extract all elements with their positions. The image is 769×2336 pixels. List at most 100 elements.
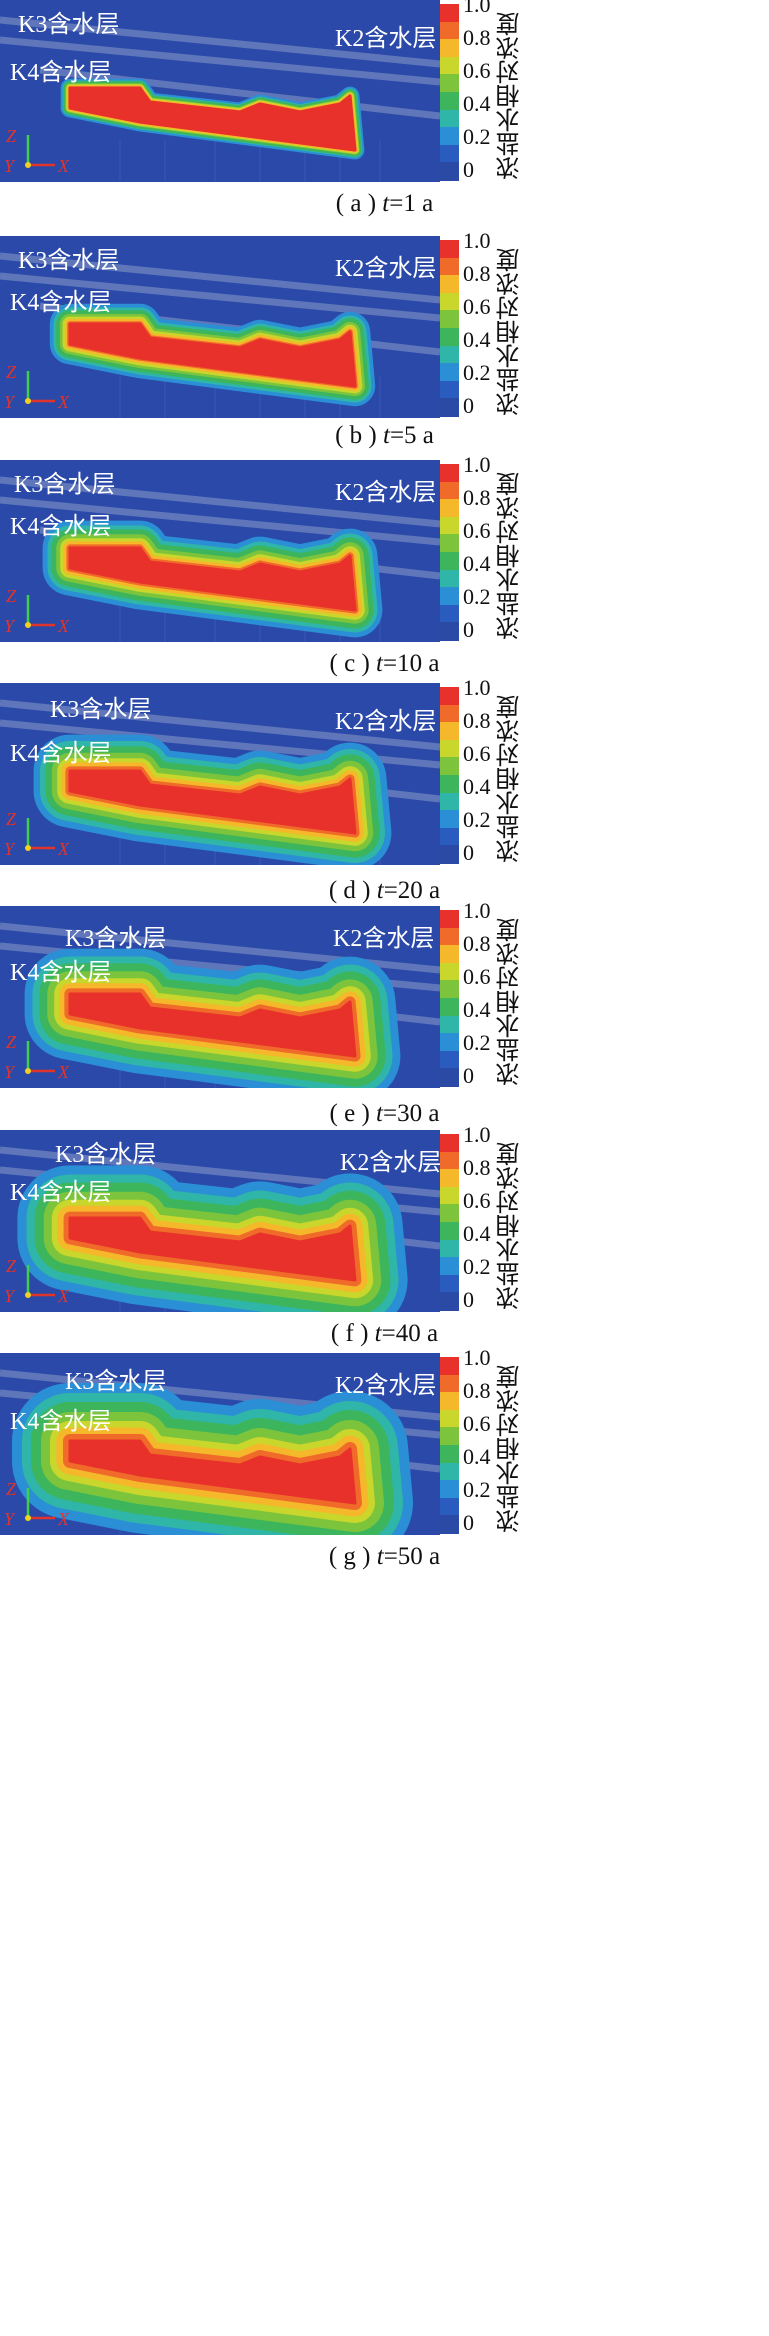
axis-y-label: Y xyxy=(4,156,16,176)
brine-plume xyxy=(12,1383,413,1535)
concentration-map: ZY X xyxy=(0,1353,441,1535)
axis-y-label: Y xyxy=(4,392,16,412)
color-bar-tick: 0.2 xyxy=(463,1477,491,1502)
color-bar-swatch xyxy=(440,363,459,382)
color-bar-swatch xyxy=(440,1239,459,1259)
color-bar-tick: 0.8 xyxy=(463,708,491,733)
color-bar-swatch xyxy=(440,980,459,999)
color-bar-swatch xyxy=(440,1374,459,1394)
caption-time-var: t xyxy=(382,190,390,217)
color-bar-label: 浓盐水相对浓度 xyxy=(496,1365,524,1533)
color-bar-swatch xyxy=(440,398,459,417)
color-bar-swatch xyxy=(440,481,459,501)
aquifer-bands xyxy=(0,16,441,120)
color-bar-tick: 0.2 xyxy=(463,807,491,832)
color-bar-swatch xyxy=(440,910,459,929)
color-bar-tick: 0.4 xyxy=(463,91,491,116)
color-bar-label: 浓盐水相对浓度 xyxy=(496,12,524,180)
color-bar-tick: 0.2 xyxy=(463,1030,491,1055)
color-bar-swatch xyxy=(440,1151,459,1171)
color-bar-swatch xyxy=(440,499,459,518)
panel-caption: ( e ) t=30 a xyxy=(0,1100,769,1128)
color-bar-swatch xyxy=(440,1257,459,1276)
caption-suffix: =1 a xyxy=(389,190,434,217)
aquifer-label-k3: K3含水层 xyxy=(18,12,120,38)
axis-triad: ZY X xyxy=(4,1479,70,1529)
color-bar-tick: 0.2 xyxy=(463,1254,491,1279)
panel-caption: ( f ) t=40 a xyxy=(0,1320,769,1348)
aquifer-label-k3: K3含水层 xyxy=(65,926,167,952)
axis-triad: ZY X xyxy=(4,1256,70,1306)
aquifer-label-k3: K3含水层 xyxy=(14,472,116,498)
color-bar-swatch xyxy=(440,380,459,400)
caption-suffix: =10 a xyxy=(383,650,440,677)
caption-suffix: =50 a xyxy=(383,1543,441,1570)
concentration-map: ZY X xyxy=(0,0,441,182)
color-bar-swatch xyxy=(440,552,459,571)
aquifer-label-k2: K2含水层 xyxy=(335,26,437,52)
color-bar-swatch xyxy=(440,1204,459,1223)
color-bar-swatch xyxy=(440,1186,459,1206)
axis-z-label: Z xyxy=(6,1032,17,1052)
axis-z-label: Z xyxy=(6,126,17,146)
axis-y-label: Y xyxy=(4,1062,16,1082)
axis-x-label: X xyxy=(57,1062,70,1082)
color-bar-tick: 0 xyxy=(463,1287,474,1312)
color-bar-tick: 0 xyxy=(463,1510,474,1535)
aquifer-label-k4: K4含水层 xyxy=(10,1409,112,1435)
panel-caption: ( d ) t=20 a xyxy=(0,877,769,905)
axis-y-label: Y xyxy=(4,839,16,859)
color-bar-swatch xyxy=(440,1033,459,1052)
color-bar-label: 浓盐水相对浓度 xyxy=(496,248,524,416)
brine-plume xyxy=(49,303,376,407)
color-bar-ticks: 1.0 0.8 0.6 0.4 0.2 0 xyxy=(463,452,503,652)
brine-plume xyxy=(17,1165,408,1312)
caption-time-var: t xyxy=(376,1100,383,1127)
color-bar-tick: 0.8 xyxy=(463,1155,491,1180)
color-bar-swatch xyxy=(440,1050,459,1070)
axis-z-label: Z xyxy=(6,809,17,829)
caption-prefix: ( b ) xyxy=(335,422,383,449)
aquifer-label-k4: K4含水层 xyxy=(10,514,112,540)
color-bar-tick: 1.0 xyxy=(463,0,491,17)
color-bar-tick: 1.0 xyxy=(463,1345,491,1370)
panel-caption: ( a ) t=1 a xyxy=(0,190,769,218)
color-bar-label: 浓盐水相对浓度 xyxy=(496,695,524,863)
caption-time-var: t xyxy=(376,1543,384,1570)
color-bar-swatch xyxy=(440,998,459,1017)
axis-triad: ZY X xyxy=(4,586,70,636)
color-bar-tick: 0 xyxy=(463,1063,474,1088)
aquifer-label-k2: K2含水层 xyxy=(335,480,437,506)
axis-triad: ZY X xyxy=(4,809,70,859)
color-bar-swatch xyxy=(440,569,459,589)
caption-suffix: =40 a xyxy=(381,1320,439,1347)
axis-z-label: Z xyxy=(6,1256,17,1276)
caption-time-var: t xyxy=(376,650,383,677)
color-bar-swatch xyxy=(440,1134,459,1153)
panel-caption: ( b ) t=5 a xyxy=(0,422,769,450)
color-bar-ticks: 1.0 0.8 0.6 0.4 0.2 0 xyxy=(463,675,503,875)
color-bar-tick: 0.6 xyxy=(463,964,491,989)
color-bar-tick: 0 xyxy=(463,157,474,182)
color-bar-swatch xyxy=(440,275,459,294)
color-bar-swatch xyxy=(440,516,459,536)
color-bar-swatch xyxy=(440,1015,459,1035)
color-bar-swatch xyxy=(440,240,459,259)
color-bar-swatch xyxy=(440,827,459,847)
color-bar-tick: 0.2 xyxy=(463,584,491,609)
color-bar-tick: 0.8 xyxy=(463,931,491,956)
color-bar-swatch xyxy=(440,792,459,812)
color-bar-tick: 0.4 xyxy=(463,327,491,352)
color-bar-tick: 0.4 xyxy=(463,997,491,1022)
plume-core xyxy=(68,86,357,152)
color-bar xyxy=(440,4,459,181)
caption-suffix: =20 a xyxy=(383,877,441,904)
color-bar-tick: 1.0 xyxy=(463,228,491,253)
aquifer-label-k3: K3含水层 xyxy=(65,1369,167,1395)
color-bar-label: 浓盐水相对浓度 xyxy=(496,472,524,640)
color-bar-tick: 1.0 xyxy=(463,452,491,477)
